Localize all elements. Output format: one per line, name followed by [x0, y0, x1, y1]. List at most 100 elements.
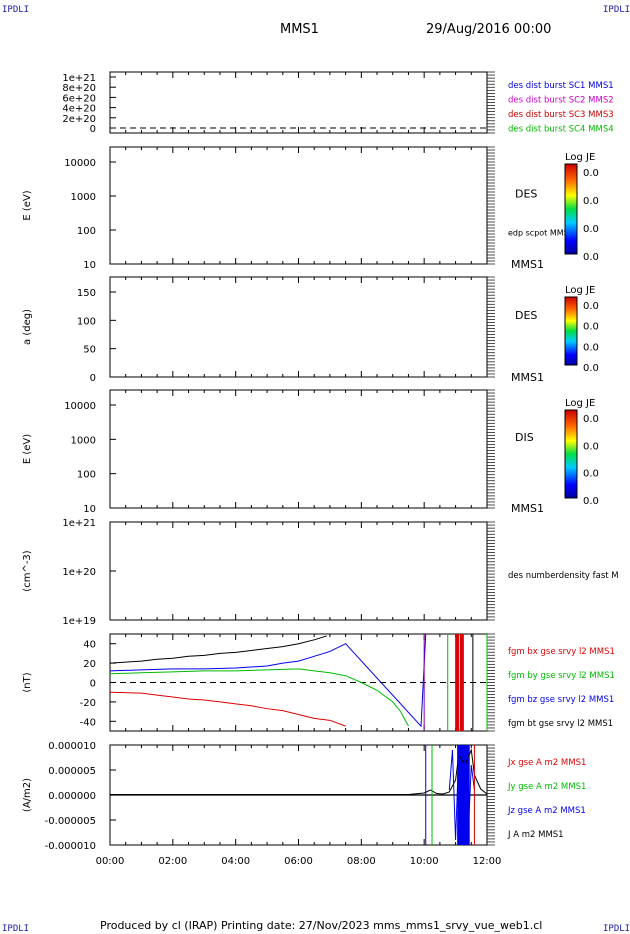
x-tick-label: 08:00 [347, 856, 376, 867]
colorbar-title: Log JE [565, 285, 595, 296]
legend-entry: J A m2 MMS1 [507, 830, 564, 840]
legend-entry: Jy gse A m2 MMS1 [507, 782, 586, 792]
y-tick-label: 100 [77, 316, 96, 327]
y-axis-label: E (eV) [22, 434, 33, 464]
y-tick-label: 0.000000 [48, 791, 96, 802]
y-tick-label: -0.000010 [45, 841, 96, 852]
spacecraft-ref-label: MMS1 [511, 502, 544, 515]
y-tick-label: -40 [80, 717, 96, 728]
y-tick-label: 10000 [64, 401, 96, 412]
y-tick-label: 2e+20 [62, 114, 96, 125]
colorbar-tick-label: 0.0 [583, 414, 599, 425]
colorbar-tick-label: 0.0 [583, 196, 599, 207]
legend-entry: fgm by gse srvy l2 MMS1 [508, 671, 615, 681]
x-tick-label: 10:00 [410, 856, 439, 867]
corner-mark-top-left: IPDLI [2, 5, 30, 15]
x-tick-label: 02:00 [158, 856, 187, 867]
colorbar-tick-label: 0.0 [583, 252, 599, 263]
y-tick-label: 1000 [71, 435, 96, 446]
panel-frame-2 [109, 146, 488, 265]
instrument-label: DIS [515, 431, 534, 444]
panel-frame-5 [109, 521, 488, 621]
colorbar-tick-label: 0.0 [583, 301, 599, 312]
y-tick-label: 1e+21 [62, 518, 96, 529]
y-tick-label: 6e+20 [62, 93, 96, 104]
x-tick-label: 00:00 [96, 856, 125, 867]
legend-entry: des dist burst SC2 MMS2 [508, 96, 614, 106]
x-tick-label: 12:00 [473, 856, 502, 867]
colorbar-tick-label: 0.0 [583, 168, 599, 179]
y-tick-label: 0.000005 [48, 766, 96, 777]
y-tick-label: 150 [77, 288, 96, 299]
series-jz-gse-a-m2-mms1 [448, 749, 475, 843]
colorbar-tick-label: 0.0 [583, 342, 599, 353]
y-tick-label: -20 [80, 698, 96, 709]
colorbar-title: Log JE [565, 152, 595, 163]
y-tick-label: 0.000010 [48, 741, 96, 752]
legend-entry: fgm bx gse srvy l2 MMS1 [508, 647, 615, 657]
series-fgm-bt-gse-srvy-l2-mms1 [110, 635, 327, 664]
y-tick-label: 1e+21 [62, 73, 96, 84]
y-axis-label: a (deg) [22, 309, 33, 345]
extra-label: edp scpot MMS1 [508, 229, 574, 238]
colorbar-tick-label: 0.0 [583, 363, 599, 374]
series-fgm-by-gse-srvy-l2-mms1 [110, 668, 409, 727]
y-tick-label: -0.000005 [45, 816, 96, 827]
y-tick-label: 0 [90, 373, 96, 384]
legend-entry: des dist burst SC4 MMS4 [508, 125, 614, 135]
y-tick-label: 10 [83, 504, 96, 515]
y-tick-label: 50 [83, 345, 96, 356]
y-tick-label: 1e+20 [62, 567, 96, 578]
y-axis-label: (A/m2) [22, 778, 33, 812]
y-tick-label: 0 [90, 124, 96, 135]
legend-entry: fgm bz gse srvy l2 MMS1 [508, 695, 614, 705]
date-title: 29/Aug/2016 00:00 [426, 22, 552, 37]
legend-entry: Jx gse A m2 MMS1 [507, 758, 586, 768]
corner-mark-top-right: IPDLI [603, 5, 630, 15]
panel-frame-4 [109, 389, 488, 509]
colorbar-tick-label: 0.0 [583, 441, 599, 452]
series-j-a-m2-mms1 [110, 748, 487, 795]
spacecraft-ref-label: MMS1 [511, 371, 544, 384]
y-tick-label: 20 [83, 659, 96, 670]
y-tick-label: 4e+20 [62, 104, 96, 115]
y-axis-label: (nT) [22, 672, 33, 692]
panel-frame-1 [109, 71, 488, 134]
y-tick-label: 1e+19 [62, 616, 96, 627]
colorbar-tick-label: 0.0 [583, 496, 599, 507]
y-tick-label: 0 [90, 679, 96, 690]
y-tick-label: 100 [77, 226, 96, 237]
series-fgm-bx-gse-srvy-l2-mms1 [110, 691, 346, 727]
y-tick-label: 10 [83, 260, 96, 271]
spacecraft-title: MMS1 [280, 22, 319, 37]
colorbar [564, 409, 578, 499]
instrument-label: DES [515, 309, 537, 322]
series-fgm-bz-gse-srvy-l2-mms1 [110, 634, 427, 728]
legend-entry: des numberdensity fast M [508, 571, 619, 581]
y-axis-label: (cm^-3) [22, 550, 33, 591]
colorbar [564, 296, 578, 366]
y-axis-label: E (eV) [22, 190, 33, 220]
panel-frame-3 [109, 276, 488, 378]
legend-entry: fgm bt gse srvy l2 MMS1 [508, 719, 613, 729]
y-tick-label: 8e+20 [62, 83, 96, 94]
x-tick-label: 04:00 [221, 856, 250, 867]
y-tick-label: 1000 [71, 192, 96, 203]
y-tick-label: 40 [83, 640, 96, 651]
colorbar [564, 163, 578, 255]
instrument-label: DES [515, 188, 537, 201]
y-tick-label: 10000 [64, 158, 96, 169]
spacecraft-ref-label: MMS1 [511, 258, 544, 271]
colorbar-tick-label: 0.0 [583, 224, 599, 235]
corner-mark-bottom-right: IPDLI [603, 924, 630, 934]
footer-credit: Produced by cl (IRAP) Printing date: 27/… [100, 919, 543, 932]
corner-mark-bottom-left: IPDLI [2, 924, 30, 934]
colorbar-tick-label: 0.0 [583, 469, 599, 480]
x-tick-label: 06:00 [284, 856, 313, 867]
colorbar-title: Log JE [565, 398, 595, 409]
legend-entry: des dist burst SC3 MMS3 [508, 110, 614, 120]
colorbar-tick-label: 0.0 [583, 322, 599, 333]
legend-entry: Jz gse A m2 MMS1 [507, 806, 586, 816]
legend-entry: des dist burst SC1 MMS1 [508, 81, 614, 91]
